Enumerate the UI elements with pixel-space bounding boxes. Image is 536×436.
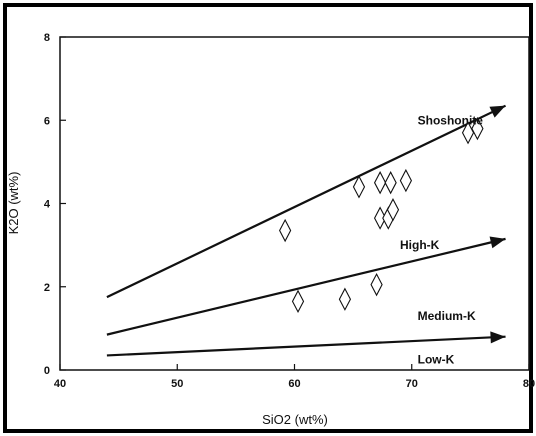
field-label: High-K <box>400 238 440 252</box>
boundary-line <box>106 104 507 299</box>
field-labels: Shoshonite High-K Medium-K Low-K <box>400 113 483 366</box>
boundary-line <box>106 237 506 336</box>
y-tick-label: 0 <box>44 365 50 377</box>
x-axis-ticks: 40 50 60 70 80 <box>54 364 535 390</box>
arrowhead <box>489 236 506 249</box>
data-points <box>278 116 484 314</box>
data-point-diamond <box>338 287 352 311</box>
x-tick-label: 50 <box>171 378 183 390</box>
field-label: Shoshonite <box>418 113 484 127</box>
chart-frame <box>3 3 533 433</box>
data-point-diamond <box>386 198 400 222</box>
data-point-diamond <box>471 116 484 141</box>
data-point-diamond <box>384 171 397 195</box>
boundary-lines <box>106 104 507 357</box>
data-point-diamond <box>291 289 305 314</box>
data-point-diamond <box>278 218 292 243</box>
field-label: Medium-K <box>418 309 476 323</box>
x-tick-label: 80 <box>523 378 535 390</box>
data-point-diamond <box>352 175 366 199</box>
data-point-diamond <box>373 206 387 230</box>
arrowhead <box>489 105 506 118</box>
y-axis-ticks: 0 2 4 6 8 <box>44 32 66 377</box>
x-tick-label: 60 <box>288 378 300 390</box>
y-tick-label: 4 <box>44 199 51 211</box>
y-tick-label: 2 <box>44 282 50 294</box>
y-tick-label: 6 <box>44 115 50 127</box>
x-axis-label: SiO2 (wt%) <box>262 412 328 427</box>
data-point-diamond <box>399 168 413 193</box>
field-label: Low-K <box>418 353 455 367</box>
boundary-line <box>106 335 506 357</box>
data-point-diamond <box>370 272 383 297</box>
x-tick-label: 40 <box>54 378 66 390</box>
y-tick-label: 8 <box>44 32 50 44</box>
x-tick-label: 70 <box>406 378 418 390</box>
y-axis-label: K2O (wt%) <box>6 172 21 235</box>
data-point-diamond <box>373 171 387 195</box>
arrowhead <box>490 331 506 344</box>
